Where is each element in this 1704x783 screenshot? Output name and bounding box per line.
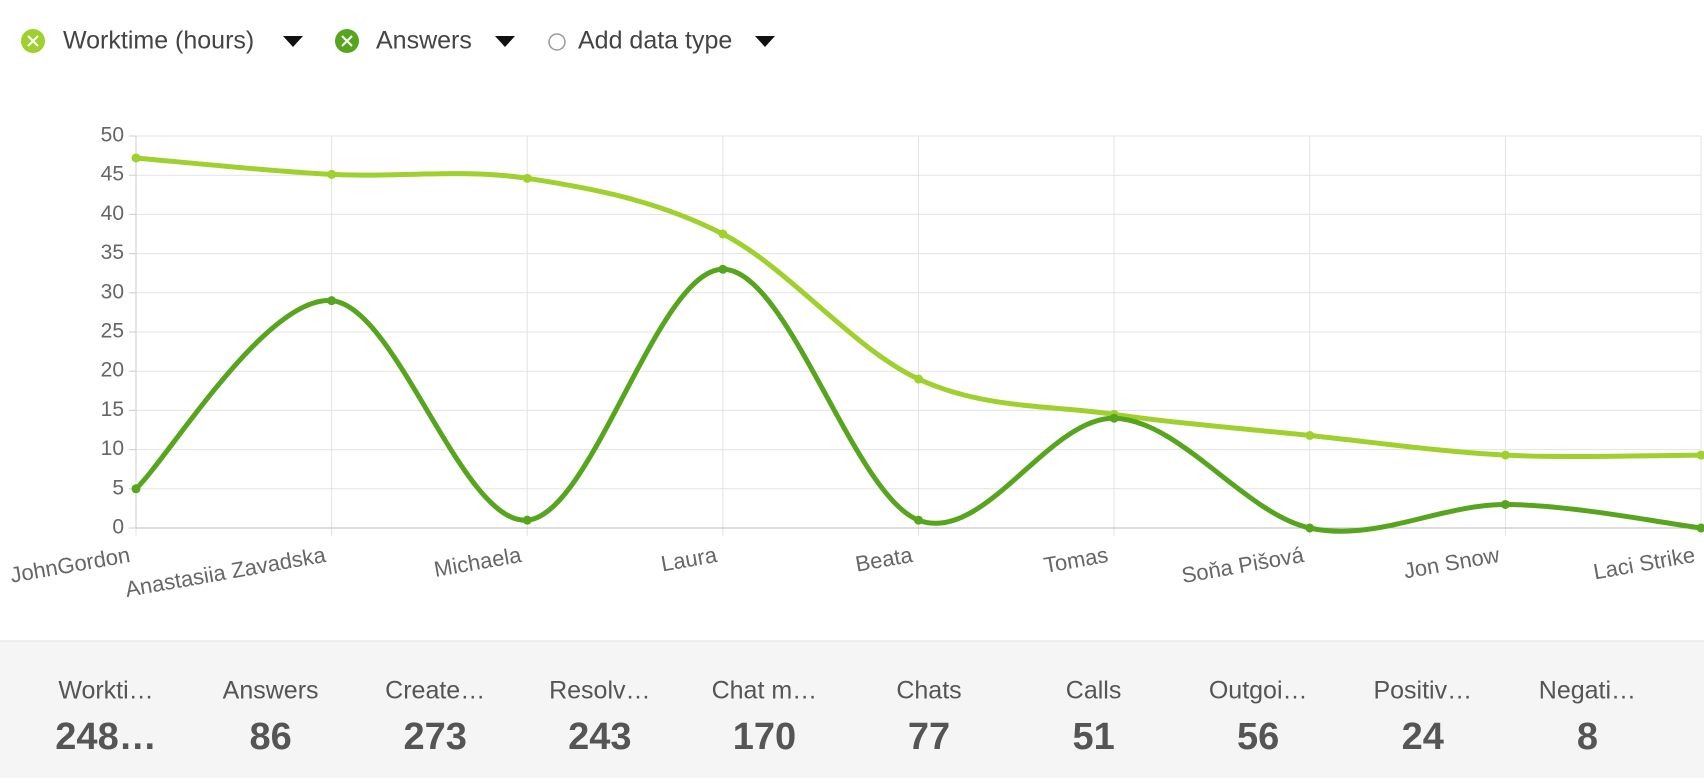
- data-point: [718, 265, 727, 274]
- data-point: [327, 170, 336, 179]
- stat-value: 8: [1577, 716, 1598, 758]
- add-data-type[interactable]: Add data type: [578, 27, 732, 55]
- data-point: [1697, 524, 1704, 533]
- data-point: [1110, 414, 1119, 423]
- y-tick-label: 30: [101, 280, 124, 303]
- stat-label: Create…: [385, 677, 485, 705]
- data-point: [718, 230, 727, 239]
- stat-label: Workti…: [58, 677, 153, 705]
- dropdown-arrow[interactable]: [755, 36, 775, 47]
- y-tick-label: 15: [101, 398, 124, 421]
- stat-value: 56: [1237, 716, 1279, 758]
- x-tick-label: Beata: [853, 542, 915, 577]
- x-tick-label: Michaela: [432, 542, 524, 582]
- y-tick-label: 45: [101, 163, 124, 186]
- stat-value: 24: [1402, 716, 1444, 758]
- data-point: [132, 484, 141, 493]
- data-point: [1501, 500, 1510, 509]
- y-tick-label: 20: [101, 359, 124, 382]
- x-tick-label: JohnGordon: [8, 542, 132, 588]
- stat-value: 243: [568, 716, 631, 758]
- x-tick-label: Jon Snow: [1402, 542, 1502, 583]
- stat-value: 77: [908, 716, 950, 758]
- stat-value: 86: [249, 716, 291, 758]
- stat-label: Negati…: [1539, 677, 1636, 705]
- x-tick-label: Tomas: [1042, 542, 1110, 578]
- y-tick-label: 25: [101, 320, 124, 343]
- stat-value: 51: [1072, 716, 1114, 758]
- data-point: [914, 516, 923, 525]
- stat-value: 248…: [55, 716, 156, 758]
- data-point: [523, 516, 532, 525]
- stat-label: Calls: [1066, 677, 1122, 705]
- stat-value: 273: [403, 716, 466, 758]
- y-tick-label: 40: [101, 202, 124, 225]
- data-point: [132, 153, 141, 162]
- data-point: [1305, 524, 1314, 533]
- y-tick-label: 50: [101, 124, 124, 147]
- data-point: [523, 174, 532, 183]
- x-tick-label: Laci Strike: [1591, 542, 1696, 584]
- add-icon[interactable]: [549, 34, 565, 50]
- dropdown-arrow[interactable]: [495, 36, 515, 47]
- stat-label: Resolv…: [549, 677, 650, 705]
- dropdown-arrow[interactable]: [283, 36, 303, 47]
- stat-label: Positiv…: [1373, 677, 1472, 705]
- stat-label: Outgoi…: [1209, 677, 1308, 705]
- stat-label: Answers: [223, 677, 319, 705]
- data-point: [1501, 451, 1510, 460]
- x-tick-label: Anastasiia Zavadska: [123, 542, 328, 602]
- data-point: [327, 296, 336, 305]
- data-point: [1697, 451, 1704, 460]
- stat-label: Chat m…: [712, 677, 818, 705]
- x-tick-label: Soňa Pišová: [1180, 542, 1307, 588]
- stat-value: 170: [733, 716, 796, 758]
- data-point: [1305, 431, 1314, 440]
- y-tick-label: 0: [112, 516, 124, 539]
- y-tick-label: 10: [101, 437, 124, 460]
- x-tick-label: Laura: [659, 542, 720, 577]
- legend-label[interactable]: Worktime (hours): [63, 27, 254, 55]
- stat-label: Chats: [896, 677, 961, 705]
- y-tick-label: 35: [101, 241, 124, 264]
- data-point: [914, 375, 923, 384]
- legend-label[interactable]: Answers: [376, 27, 472, 55]
- y-tick-label: 5: [112, 476, 124, 499]
